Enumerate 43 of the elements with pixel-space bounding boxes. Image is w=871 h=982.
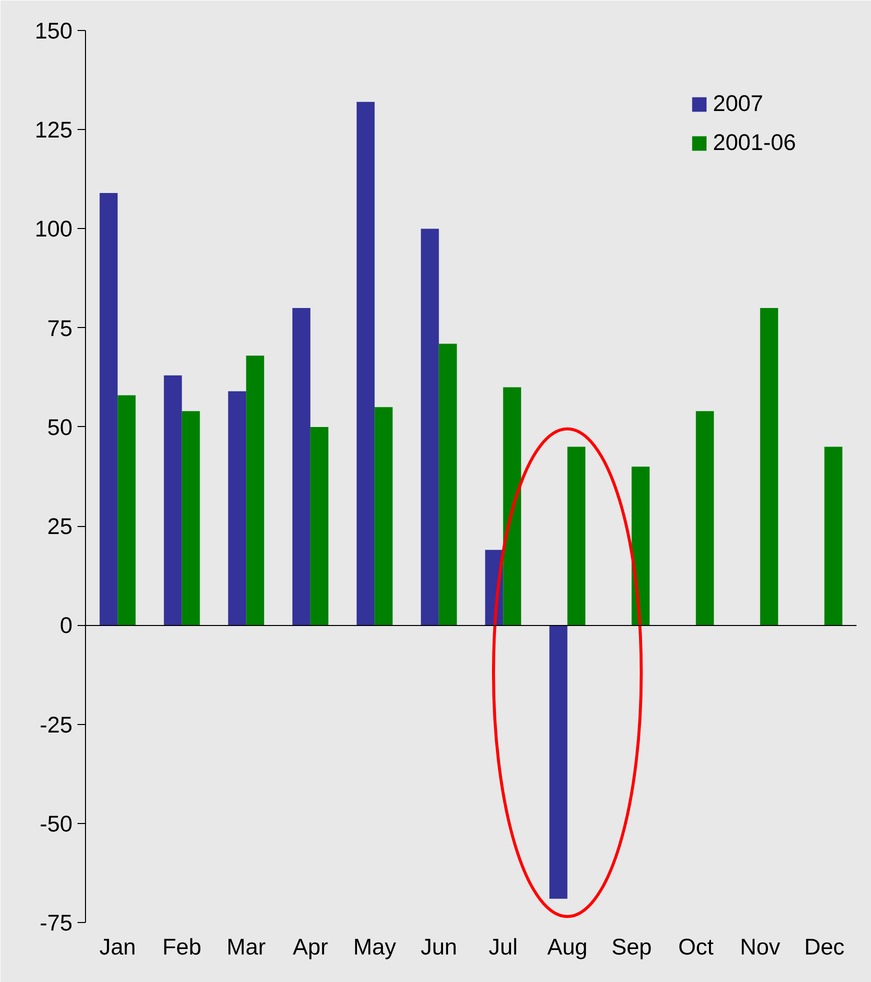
bar: [356, 102, 375, 626]
bar: [824, 446, 842, 626]
bar: [182, 411, 200, 626]
bar: [374, 407, 393, 626]
y-tick-label: 25: [47, 513, 72, 540]
y-tick-label: 75: [47, 314, 72, 341]
y-tick-label: 50: [47, 414, 72, 440]
x-tick-label: Jun: [420, 934, 458, 960]
y-tick-label: 125: [34, 116, 73, 143]
x-tick-label: Jan: [99, 934, 136, 960]
bar: [503, 387, 522, 626]
bar: [292, 308, 310, 626]
legend-label: 2007: [712, 90, 764, 117]
y-tick-label: -75: [40, 910, 73, 936]
x-tick-label: Sep: [611, 934, 652, 960]
x-tick-label: Mar: [226, 934, 266, 960]
x-tick-label: Apr: [292, 934, 328, 960]
bar: [420, 228, 439, 626]
y-tick-label: -25: [40, 711, 73, 738]
bar: [164, 375, 182, 626]
bar: [567, 446, 586, 626]
y-tick-label: 150: [34, 18, 73, 44]
x-tick-label: Nov: [740, 934, 781, 960]
y-tick-label: 0: [60, 612, 73, 638]
x-tick-label: Aug: [547, 934, 588, 960]
bar: [228, 391, 246, 626]
y-tick-label: 100: [34, 216, 73, 242]
bar: [696, 411, 714, 626]
x-tick-label: Dec: [804, 934, 845, 960]
bar: [100, 193, 118, 626]
bar: [246, 356, 264, 626]
bar: [549, 625, 568, 899]
legend-label: 2001-06: [712, 129, 796, 156]
bar: [632, 466, 650, 626]
bar: [760, 308, 778, 626]
y-tick-label: -50: [40, 810, 73, 836]
bar: [310, 426, 328, 626]
bar: [118, 395, 136, 626]
x-tick-label: Jul: [488, 934, 518, 960]
x-tick-label: Feb: [162, 934, 202, 960]
x-tick-label: May: [353, 934, 397, 960]
bar: [438, 344, 457, 626]
x-tick-label: Oct: [678, 934, 714, 960]
